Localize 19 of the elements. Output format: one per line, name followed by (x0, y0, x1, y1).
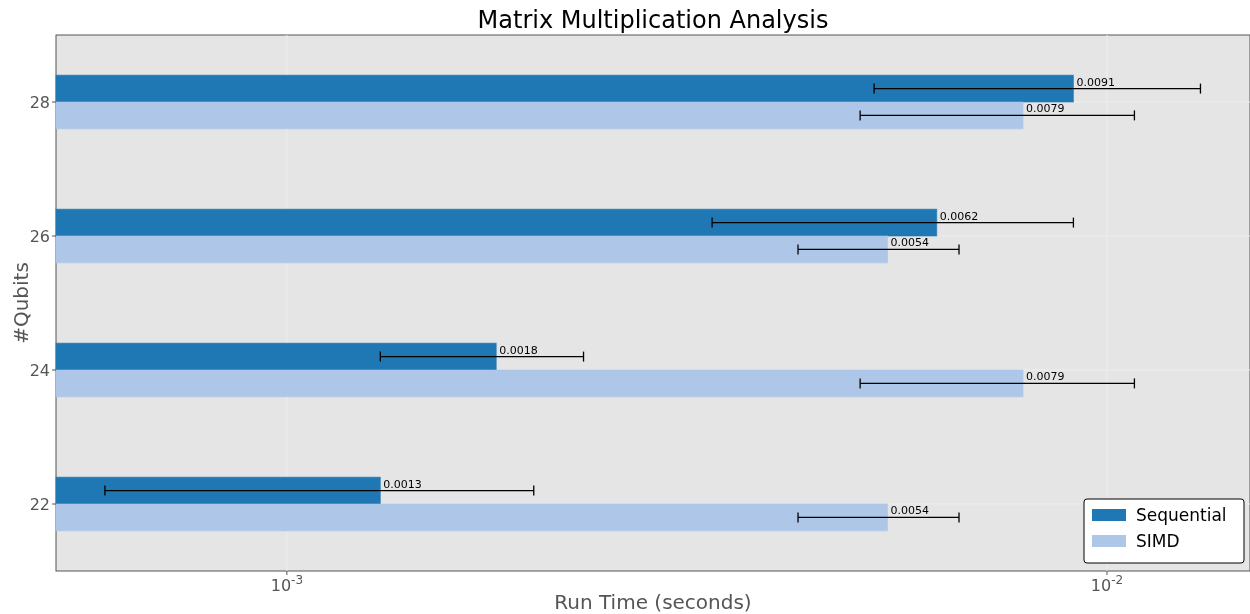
legend-label: Sequential (1136, 505, 1227, 525)
x-tick-label: 10$^{-3}$ (270, 573, 304, 595)
data-label: 0.0062 (939, 209, 979, 223)
data-label: 0.0013 (383, 477, 422, 491)
y-tick-label: 28 (29, 93, 50, 112)
y-axis-title: #Qubits (9, 262, 33, 344)
data-label: 0.0054 (890, 504, 930, 518)
y-tick-label: 22 (29, 495, 50, 514)
x-tick-label: 10$^{-2}$ (1090, 573, 1124, 595)
data-label: 0.0079 (1026, 370, 1065, 384)
data-label: 0.0079 (1026, 102, 1065, 116)
y-tick-label: 24 (29, 361, 50, 380)
data-label: 0.0018 (499, 343, 538, 357)
data-label: 0.0091 (1076, 75, 1115, 89)
legend-label: SIMD (1136, 531, 1180, 551)
data-label: 0.0054 (890, 236, 930, 250)
chart-title: Matrix Multiplication Analysis (477, 6, 829, 34)
x-axis-title: Run Time (seconds) (554, 590, 752, 614)
y-tick-label: 26 (29, 227, 50, 246)
